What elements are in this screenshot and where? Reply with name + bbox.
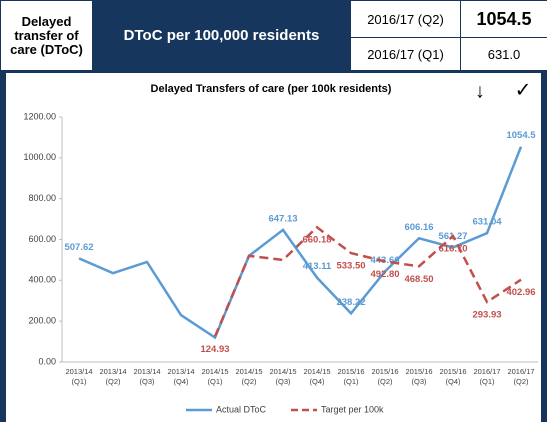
data-label: 238.22	[336, 297, 365, 308]
x-tick-label: (Q3)	[140, 377, 156, 386]
x-tick-label: (Q1)	[344, 377, 360, 386]
value-previous: 631.0	[460, 37, 547, 71]
y-tick-label: 1200.00	[23, 111, 56, 121]
trend-icon: ↓	[475, 80, 485, 102]
data-label: 124.93	[200, 344, 229, 355]
x-tick-label: 2013/14	[133, 367, 160, 376]
data-label: 468.50	[404, 274, 433, 285]
data-label: 647.13	[268, 213, 297, 224]
data-label: 606.16	[404, 222, 433, 233]
series-line	[213, 225, 522, 337]
y-tick-label: 400.00	[28, 275, 56, 285]
x-tick-label: 2014/15	[303, 367, 330, 376]
indicator-title: Delayed transfer of care (DToC)	[0, 0, 93, 71]
data-label: 1054.5	[506, 130, 536, 141]
data-label: 616.70	[438, 244, 467, 255]
x-tick-label: (Q2)	[106, 377, 122, 386]
x-tick-label: (Q2)	[378, 377, 394, 386]
data-label: 402.96	[506, 287, 535, 298]
x-tick-label: (Q1)	[72, 377, 88, 386]
data-label: 492.80	[370, 269, 399, 280]
x-tick-label: 2014/15	[201, 367, 228, 376]
data-label: 413.11	[303, 261, 332, 272]
legend-label: Actual DToC	[216, 404, 267, 414]
y-tick-label: 0.00	[38, 356, 56, 366]
x-tick-label: (Q3)	[276, 377, 292, 386]
chart: Delayed Transfers of care (per 100k resi…	[6, 73, 541, 422]
y-tick-label: 1000.00	[23, 152, 56, 162]
data-label: 293.93	[472, 310, 501, 321]
x-tick-label: (Q1)	[480, 377, 496, 386]
x-tick-label: 2014/15	[235, 367, 262, 376]
x-tick-label: 2013/14	[65, 367, 92, 376]
metric-name: DToC per 100,000 residents	[92, 0, 351, 71]
x-tick-label: (Q2)	[242, 377, 258, 386]
x-tick-label: 2014/15	[269, 367, 296, 376]
value-current: 1054.5	[460, 0, 547, 38]
data-label: 533.50	[336, 261, 365, 272]
x-tick-label: 2015/16	[405, 367, 432, 376]
period-previous: 2016/17 (Q1)	[350, 37, 461, 71]
status-icon: ✓	[515, 79, 532, 101]
x-tick-label: (Q4)	[310, 377, 326, 386]
x-tick-label: (Q2)	[514, 377, 530, 386]
data-label: 631.04	[472, 217, 502, 228]
x-tick-label: 2013/14	[167, 367, 194, 376]
y-tick-label: 600.00	[28, 234, 56, 244]
data-label: 507.62	[64, 242, 93, 253]
x-tick-label: 2015/16	[439, 367, 466, 376]
y-tick-label: 200.00	[28, 316, 56, 326]
y-tick-label: 800.00	[28, 193, 56, 203]
x-tick-label: (Q3)	[412, 377, 428, 386]
chart-title: Delayed Transfers of care (per 100k resi…	[151, 83, 392, 95]
x-tick-label: 2013/14	[99, 367, 126, 376]
x-tick-label: (Q4)	[446, 377, 462, 386]
period-current: 2016/17 (Q2)	[350, 0, 461, 38]
x-tick-label: (Q4)	[174, 377, 190, 386]
x-tick-label: 2015/16	[371, 367, 398, 376]
x-tick-label: (Q1)	[208, 377, 224, 386]
x-tick-label: 2015/16	[337, 367, 364, 376]
series-line	[78, 146, 523, 340]
x-tick-label: 2016/17	[507, 367, 534, 376]
header-table: Delayed transfer of care (DToC) DToC per…	[0, 0, 547, 71]
x-tick-label: 2016/17	[473, 367, 500, 376]
data-label: 660.18	[302, 235, 331, 246]
legend-label: Target per 100k	[321, 404, 384, 414]
